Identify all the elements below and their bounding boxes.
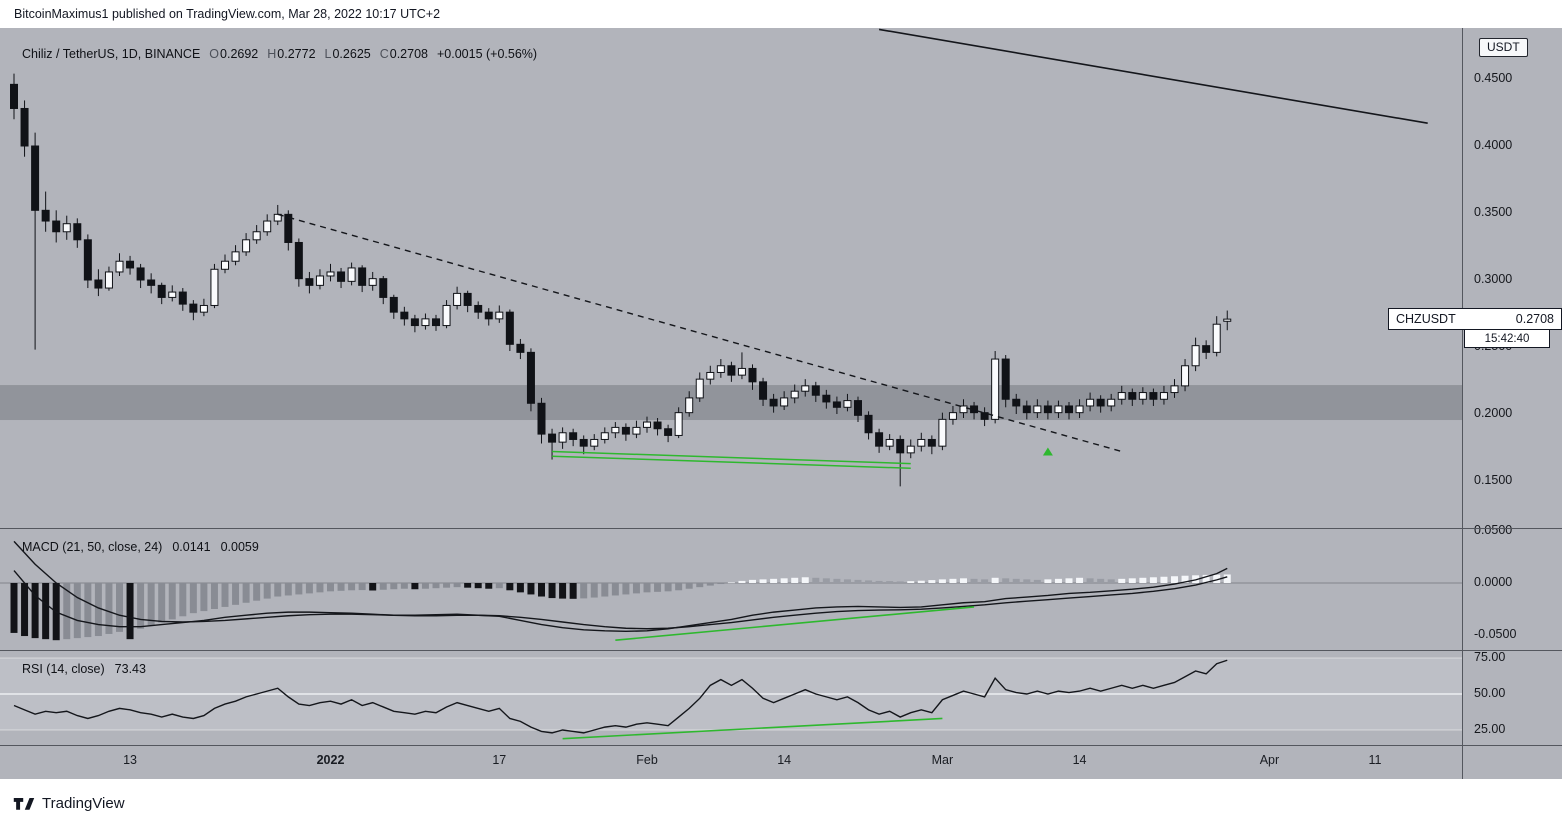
time-tick: 14 xyxy=(1072,753,1087,767)
tradingview-logo-icon[interactable] xyxy=(13,795,35,812)
time-tick: Apr xyxy=(1259,753,1280,767)
chart-region: Chiliz / TetherUS, 1D, BINANCE O0.2692 H0.… xyxy=(0,28,1562,779)
tradingview-brand-text[interactable]: TradingView xyxy=(42,794,125,812)
change-value: +0.0015 (+0.56%) xyxy=(436,47,538,61)
rsi-legend: RSI (14, close) 73.43 xyxy=(22,662,146,676)
price-tick: 0.1500 xyxy=(1474,473,1513,487)
price-pane-canvas[interactable] xyxy=(0,28,1462,528)
rsi-tick: 25.00 xyxy=(1474,722,1506,736)
rsi-value: 73.43 xyxy=(114,662,146,676)
open-value: 0.2692 xyxy=(220,47,259,61)
high-value: 0.2772 xyxy=(277,47,316,61)
close-value: 0.2708 xyxy=(389,47,428,61)
macd-pane-canvas[interactable] xyxy=(0,528,1462,650)
macd-tick: 0.0500 xyxy=(1474,523,1513,537)
price-tick: 0.2000 xyxy=(1474,406,1513,420)
macd-value-1: 0.0141 xyxy=(172,540,211,554)
rsi-pane-canvas[interactable] xyxy=(0,650,1462,745)
price-tick: 0.4000 xyxy=(1474,138,1513,152)
macd-title: MACD (21, 50, close, 24) xyxy=(22,540,163,554)
currency-unit-badge: USDT xyxy=(1479,38,1528,57)
macd-tick: -0.0500 xyxy=(1474,627,1517,641)
publish-bar: BitcoinMaximus1 published on TradingView… xyxy=(0,0,1562,28)
time-tick: Feb xyxy=(636,753,658,767)
publish-text: BitcoinMaximus1 published on TradingView… xyxy=(14,7,441,21)
macd-value-2: 0.0059 xyxy=(220,540,259,554)
time-axis-border xyxy=(0,745,1562,746)
time-tick: 17 xyxy=(492,753,507,767)
high-label: H xyxy=(267,47,277,61)
time-tick: 14 xyxy=(777,753,792,767)
macd-tick: 0.0000 xyxy=(1474,575,1513,589)
time-axis[interactable]: 13 2022 17 Feb 14 Mar 14 Apr 11 xyxy=(0,745,1462,779)
last-price-value: 0.2708 xyxy=(1515,312,1554,326)
symbol-legend: Chiliz / TetherUS, 1D, BINANCE O0.2692 H0.… xyxy=(22,47,537,61)
last-price-symbol: CHZUSDT xyxy=(1396,312,1456,326)
bar-countdown: 15:42:40 xyxy=(1464,330,1550,348)
rsi-tick: 75.00 xyxy=(1474,650,1506,664)
price-axis-border xyxy=(1462,28,1463,779)
pane-separator-rsi[interactable] xyxy=(0,650,1562,651)
time-tick: 13 xyxy=(123,753,137,767)
low-value: 0.2625 xyxy=(332,47,371,61)
time-tick: 11 xyxy=(1368,753,1382,767)
open-label: O xyxy=(209,47,220,61)
pane-separator-macd[interactable] xyxy=(0,528,1562,529)
price-tick: 0.3000 xyxy=(1474,272,1513,286)
footer-bar: TradingView xyxy=(0,779,1562,827)
close-label: C xyxy=(379,47,389,61)
low-label: L xyxy=(324,47,332,61)
rsi-title: RSI (14, close) xyxy=(22,662,105,676)
time-tick: Mar xyxy=(931,753,954,767)
price-tick: 0.4500 xyxy=(1474,71,1513,85)
macd-legend: MACD (21, 50, close, 24) 0.0141 0.0059 xyxy=(22,540,259,554)
last-price-label: CHZUSDT 0.2708 xyxy=(1388,308,1562,330)
symbol-title: Chiliz / TetherUS, 1D, BINANCE xyxy=(22,47,201,61)
price-axis[interactable]: 0.45000.40000.35000.30000.25000.20000.15… xyxy=(1463,28,1562,745)
price-tick: 0.3500 xyxy=(1474,205,1513,219)
rsi-tick: 50.00 xyxy=(1474,686,1506,700)
time-tick: 2022 xyxy=(316,753,345,767)
